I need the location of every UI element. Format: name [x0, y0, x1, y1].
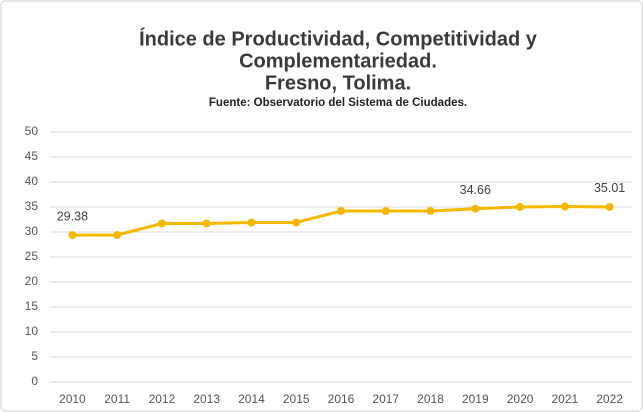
y-tick-label: 25	[25, 249, 39, 263]
x-tick-label: 2010	[59, 392, 86, 406]
x-tick-label: 2011	[104, 392, 130, 406]
x-tick-label: 2018	[417, 392, 444, 406]
chart-title: Fresno, Tolima.	[265, 72, 411, 94]
x-tick-label: 2020	[507, 392, 534, 406]
y-tick-label: 5	[31, 349, 38, 363]
x-tick-label: 2015	[283, 392, 310, 406]
x-tick-label: 2017	[372, 392, 399, 406]
data-point	[337, 207, 345, 215]
y-tick-label: 0	[31, 374, 38, 388]
y-tick-label: 35	[25, 199, 39, 213]
data-label: 35.01	[594, 181, 625, 195]
x-tick-label: 2022	[596, 392, 623, 406]
data-label: 29.38	[57, 209, 88, 223]
y-tick-label: 30	[25, 224, 39, 238]
data-point	[516, 203, 525, 211]
x-tick-label: 2019	[462, 392, 489, 406]
data-point	[292, 218, 301, 227]
data-point	[113, 231, 122, 239]
y-tick-label: 40	[25, 174, 39, 188]
data-point	[157, 219, 166, 228]
y-tick-label: 50	[25, 124, 39, 138]
x-tick-label: 2014	[238, 392, 265, 406]
x-tick-label: 2013	[193, 392, 220, 406]
data-point	[68, 231, 77, 240]
x-tick-label: 2016	[328, 392, 355, 406]
x-tick-label: 2012	[149, 392, 176, 406]
data-point	[381, 207, 390, 215]
y-tick-label: 10	[25, 324, 39, 338]
x-tick-label: 2021	[551, 392, 578, 406]
y-tick-label: 20	[25, 274, 39, 288]
data-point	[471, 204, 480, 213]
data-point	[605, 202, 614, 211]
chart-title: Índice de Productividad, Competitividad …	[139, 27, 538, 50]
chart-subtitle: Fuente: Observatorio del Sistema de Ciud…	[209, 97, 467, 109]
data-point	[560, 202, 569, 211]
chart-title: Complementariedad.	[239, 50, 437, 72]
y-tick-label: 45	[25, 149, 39, 163]
data-point	[247, 218, 256, 227]
data-point	[426, 207, 435, 215]
y-tick-label: 15	[25, 299, 39, 313]
data-label: 34.66	[460, 183, 491, 197]
data-point	[202, 219, 211, 228]
